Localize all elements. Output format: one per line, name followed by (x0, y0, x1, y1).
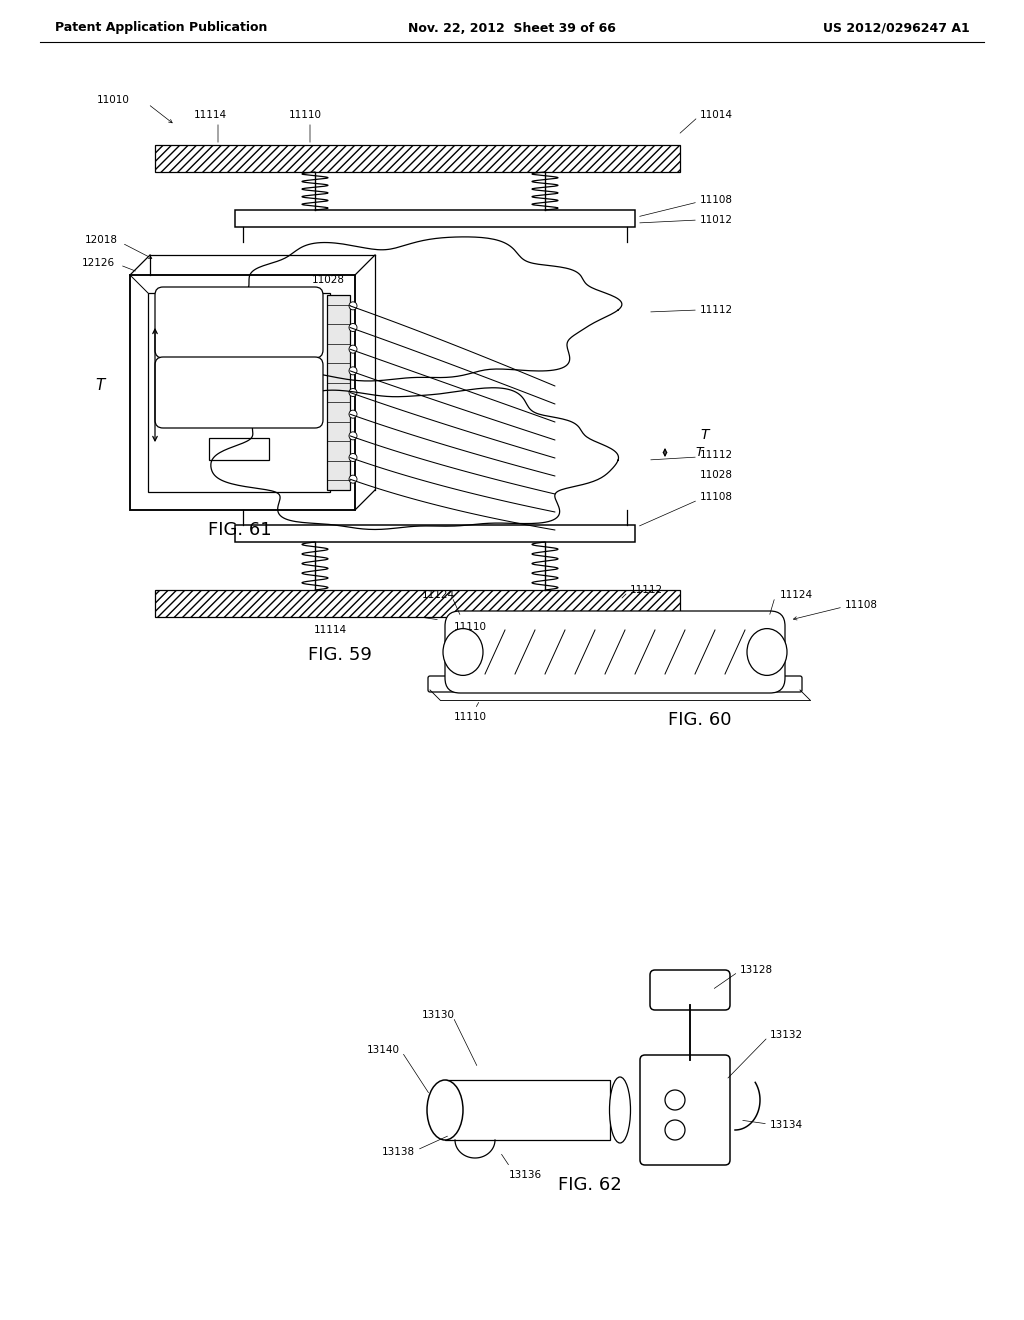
Circle shape (665, 1090, 685, 1110)
Text: FIG. 61: FIG. 61 (208, 521, 271, 539)
FancyBboxPatch shape (445, 1080, 610, 1140)
Text: 11108: 11108 (700, 492, 733, 502)
FancyBboxPatch shape (155, 356, 323, 428)
Text: 13128: 13128 (740, 965, 773, 975)
FancyBboxPatch shape (155, 286, 323, 358)
Ellipse shape (609, 1077, 631, 1143)
Circle shape (349, 475, 357, 483)
Ellipse shape (443, 628, 483, 676)
Text: FIG. 62: FIG. 62 (558, 1176, 622, 1195)
Text: 11012: 11012 (700, 215, 733, 224)
Bar (234, 210, 635, 227)
Text: 13136: 13136 (509, 1170, 542, 1180)
Text: 13140: 13140 (367, 1045, 400, 1055)
Circle shape (349, 432, 357, 440)
Circle shape (665, 1119, 685, 1140)
Text: 11124: 11124 (780, 590, 813, 601)
FancyBboxPatch shape (445, 611, 785, 693)
Circle shape (349, 345, 357, 354)
Bar (148, 293, 330, 492)
Ellipse shape (427, 1080, 463, 1140)
Text: 13132: 13132 (770, 1030, 803, 1040)
Text: 11110: 11110 (454, 711, 486, 722)
Text: 11108: 11108 (845, 601, 878, 610)
Text: 11028: 11028 (700, 470, 733, 480)
Text: 12018: 12018 (85, 235, 118, 246)
Bar (327, 294, 350, 490)
FancyBboxPatch shape (650, 970, 730, 1010)
FancyBboxPatch shape (428, 676, 802, 692)
Circle shape (349, 454, 357, 462)
Text: 11014: 11014 (700, 110, 733, 120)
Text: 13138: 13138 (382, 1147, 415, 1158)
Text: FIG. 59: FIG. 59 (308, 645, 372, 664)
Text: 11124: 11124 (422, 590, 455, 601)
Bar (155, 145, 680, 172)
Text: Nov. 22, 2012  Sheet 39 of 66: Nov. 22, 2012 Sheet 39 of 66 (408, 21, 616, 34)
Circle shape (349, 388, 357, 396)
Text: 11028: 11028 (312, 275, 345, 285)
Text: 11114: 11114 (313, 624, 346, 635)
Circle shape (349, 411, 357, 418)
Ellipse shape (746, 628, 787, 676)
Text: T: T (695, 446, 702, 459)
Circle shape (349, 323, 357, 331)
Bar (155, 590, 680, 616)
Circle shape (349, 302, 357, 310)
Text: 11112: 11112 (700, 450, 733, 459)
Text: 11110: 11110 (454, 622, 486, 632)
Text: Patent Application Publication: Patent Application Publication (55, 21, 267, 34)
Bar (130, 275, 355, 510)
Text: 11010: 11010 (97, 95, 130, 106)
Text: FIG. 60: FIG. 60 (669, 711, 732, 729)
Text: T: T (95, 378, 104, 392)
Text: 13130: 13130 (422, 1010, 455, 1020)
FancyBboxPatch shape (640, 1055, 730, 1166)
Text: T: T (700, 428, 709, 442)
Text: 11112: 11112 (630, 585, 664, 595)
Text: 11112: 11112 (700, 305, 733, 315)
Text: 11114: 11114 (194, 110, 226, 120)
Bar (209, 438, 269, 459)
Text: US 2012/0296247 A1: US 2012/0296247 A1 (823, 21, 970, 34)
Circle shape (349, 367, 357, 375)
Text: 11108: 11108 (700, 195, 733, 205)
Bar (234, 525, 635, 543)
Text: 11110: 11110 (289, 110, 322, 120)
Text: 12126: 12126 (82, 257, 115, 268)
Text: 13134: 13134 (770, 1119, 803, 1130)
